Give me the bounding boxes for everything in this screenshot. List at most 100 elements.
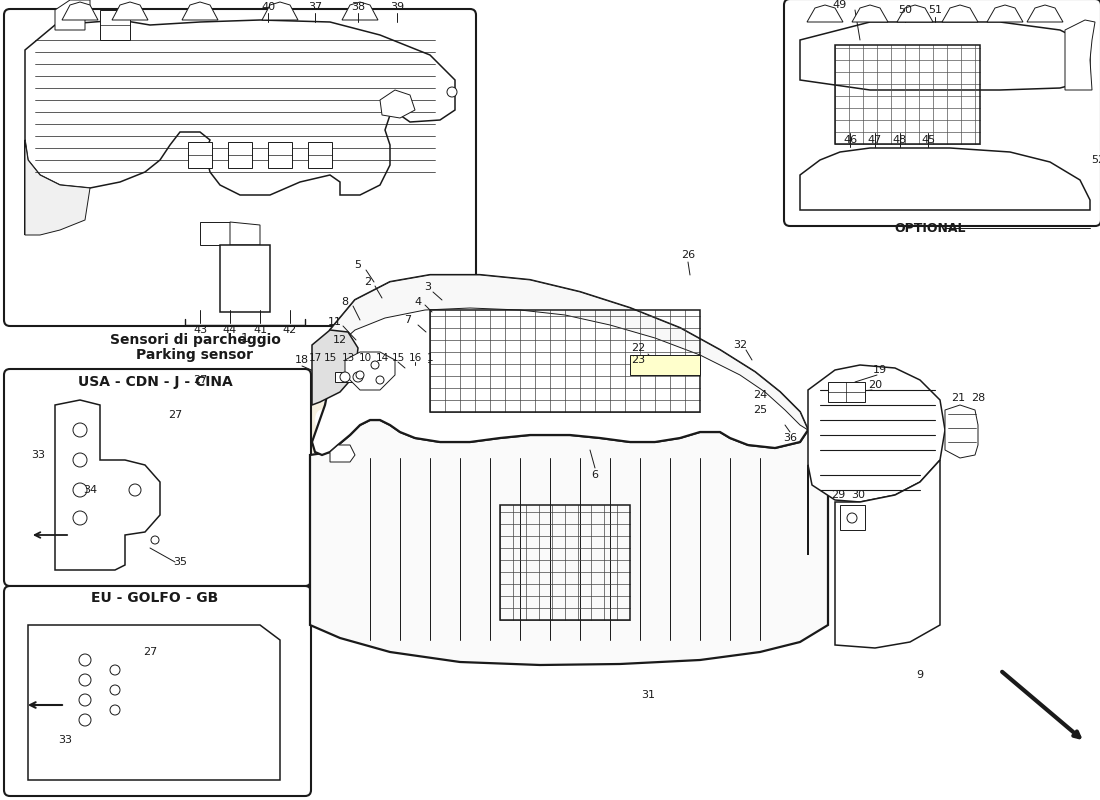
Polygon shape <box>55 400 160 570</box>
Text: 13: 13 <box>341 353 354 363</box>
Text: 28: 28 <box>971 393 986 403</box>
Text: uro: uro <box>328 323 432 377</box>
Polygon shape <box>310 420 828 665</box>
Polygon shape <box>228 142 252 168</box>
Polygon shape <box>112 2 148 20</box>
Text: 17: 17 <box>308 353 321 363</box>
Text: 32: 32 <box>733 340 747 350</box>
Polygon shape <box>896 5 933 22</box>
Polygon shape <box>1065 20 1094 90</box>
Circle shape <box>447 87 456 97</box>
Text: 36: 36 <box>783 433 798 443</box>
Polygon shape <box>312 275 808 455</box>
Text: 45: 45 <box>921 135 935 145</box>
Polygon shape <box>220 245 270 312</box>
Polygon shape <box>945 405 978 458</box>
Circle shape <box>79 714 91 726</box>
Text: 3: 3 <box>425 282 431 292</box>
FancyBboxPatch shape <box>4 369 311 586</box>
Text: 4: 4 <box>415 297 421 307</box>
Polygon shape <box>330 445 355 462</box>
Circle shape <box>73 511 87 525</box>
Polygon shape <box>800 148 1090 210</box>
Text: 2: 2 <box>364 277 372 287</box>
Text: 7: 7 <box>405 315 411 325</box>
Text: 33: 33 <box>58 735 72 745</box>
Text: 21: 21 <box>950 393 965 403</box>
Text: 11: 11 <box>328 317 342 327</box>
Text: 27: 27 <box>143 647 157 657</box>
Text: 37: 37 <box>308 2 322 12</box>
Text: 15: 15 <box>323 353 337 363</box>
Circle shape <box>151 536 160 544</box>
Text: 34: 34 <box>82 485 97 495</box>
Circle shape <box>79 654 91 666</box>
Text: 43: 43 <box>192 325 207 335</box>
Text: 51: 51 <box>928 5 942 15</box>
Polygon shape <box>182 2 218 20</box>
Polygon shape <box>807 5 843 22</box>
Polygon shape <box>308 142 332 168</box>
Text: 23: 23 <box>631 355 645 365</box>
FancyBboxPatch shape <box>4 9 476 326</box>
Text: 47: 47 <box>868 135 882 145</box>
Polygon shape <box>312 330 358 405</box>
Polygon shape <box>268 142 292 168</box>
Polygon shape <box>840 505 865 530</box>
Text: 19: 19 <box>873 365 887 375</box>
Text: EU - GOLFO - GB: EU - GOLFO - GB <box>91 591 219 605</box>
Text: OPTIONAL: OPTIONAL <box>894 222 966 234</box>
Text: 16: 16 <box>408 353 421 363</box>
Text: 14: 14 <box>375 353 388 363</box>
Polygon shape <box>55 0 90 30</box>
Polygon shape <box>62 2 98 20</box>
Text: 48: 48 <box>893 135 907 145</box>
Circle shape <box>356 371 364 379</box>
Circle shape <box>73 453 87 467</box>
Polygon shape <box>230 222 260 245</box>
Text: 10: 10 <box>359 353 372 363</box>
Polygon shape <box>1027 5 1063 22</box>
Text: 5: 5 <box>354 260 362 270</box>
Text: 29: 29 <box>830 490 845 500</box>
Circle shape <box>73 483 87 497</box>
Text: 49: 49 <box>833 0 847 10</box>
Circle shape <box>353 372 363 382</box>
Text: 31: 31 <box>641 690 654 700</box>
Text: 39: 39 <box>389 2 404 12</box>
Circle shape <box>79 694 91 706</box>
FancyBboxPatch shape <box>4 586 311 796</box>
Text: 35: 35 <box>173 557 187 567</box>
Text: a passion: a passion <box>374 453 767 587</box>
Circle shape <box>371 361 380 369</box>
Text: 44: 44 <box>223 325 238 335</box>
Text: 50: 50 <box>898 5 912 15</box>
Text: 41: 41 <box>253 325 267 335</box>
Polygon shape <box>100 10 130 40</box>
Circle shape <box>340 372 350 382</box>
Polygon shape <box>379 90 415 118</box>
Polygon shape <box>188 142 212 168</box>
Polygon shape <box>200 222 230 245</box>
Polygon shape <box>262 2 298 20</box>
Polygon shape <box>345 352 395 390</box>
Text: 22: 22 <box>631 343 645 353</box>
Polygon shape <box>828 382 865 402</box>
Polygon shape <box>835 460 940 648</box>
FancyBboxPatch shape <box>784 0 1100 226</box>
Text: g passion: g passion <box>300 386 660 454</box>
Circle shape <box>847 513 857 523</box>
Polygon shape <box>25 140 90 235</box>
Circle shape <box>110 685 120 695</box>
Polygon shape <box>25 20 455 235</box>
Text: 6: 6 <box>592 470 598 480</box>
Text: 30: 30 <box>851 490 865 500</box>
Circle shape <box>79 674 91 686</box>
Text: 1: 1 <box>427 353 433 363</box>
Polygon shape <box>800 22 1090 90</box>
Circle shape <box>73 423 87 437</box>
Text: 12: 12 <box>333 335 348 345</box>
Text: 8: 8 <box>341 297 349 307</box>
Circle shape <box>110 705 120 715</box>
Polygon shape <box>808 365 945 555</box>
